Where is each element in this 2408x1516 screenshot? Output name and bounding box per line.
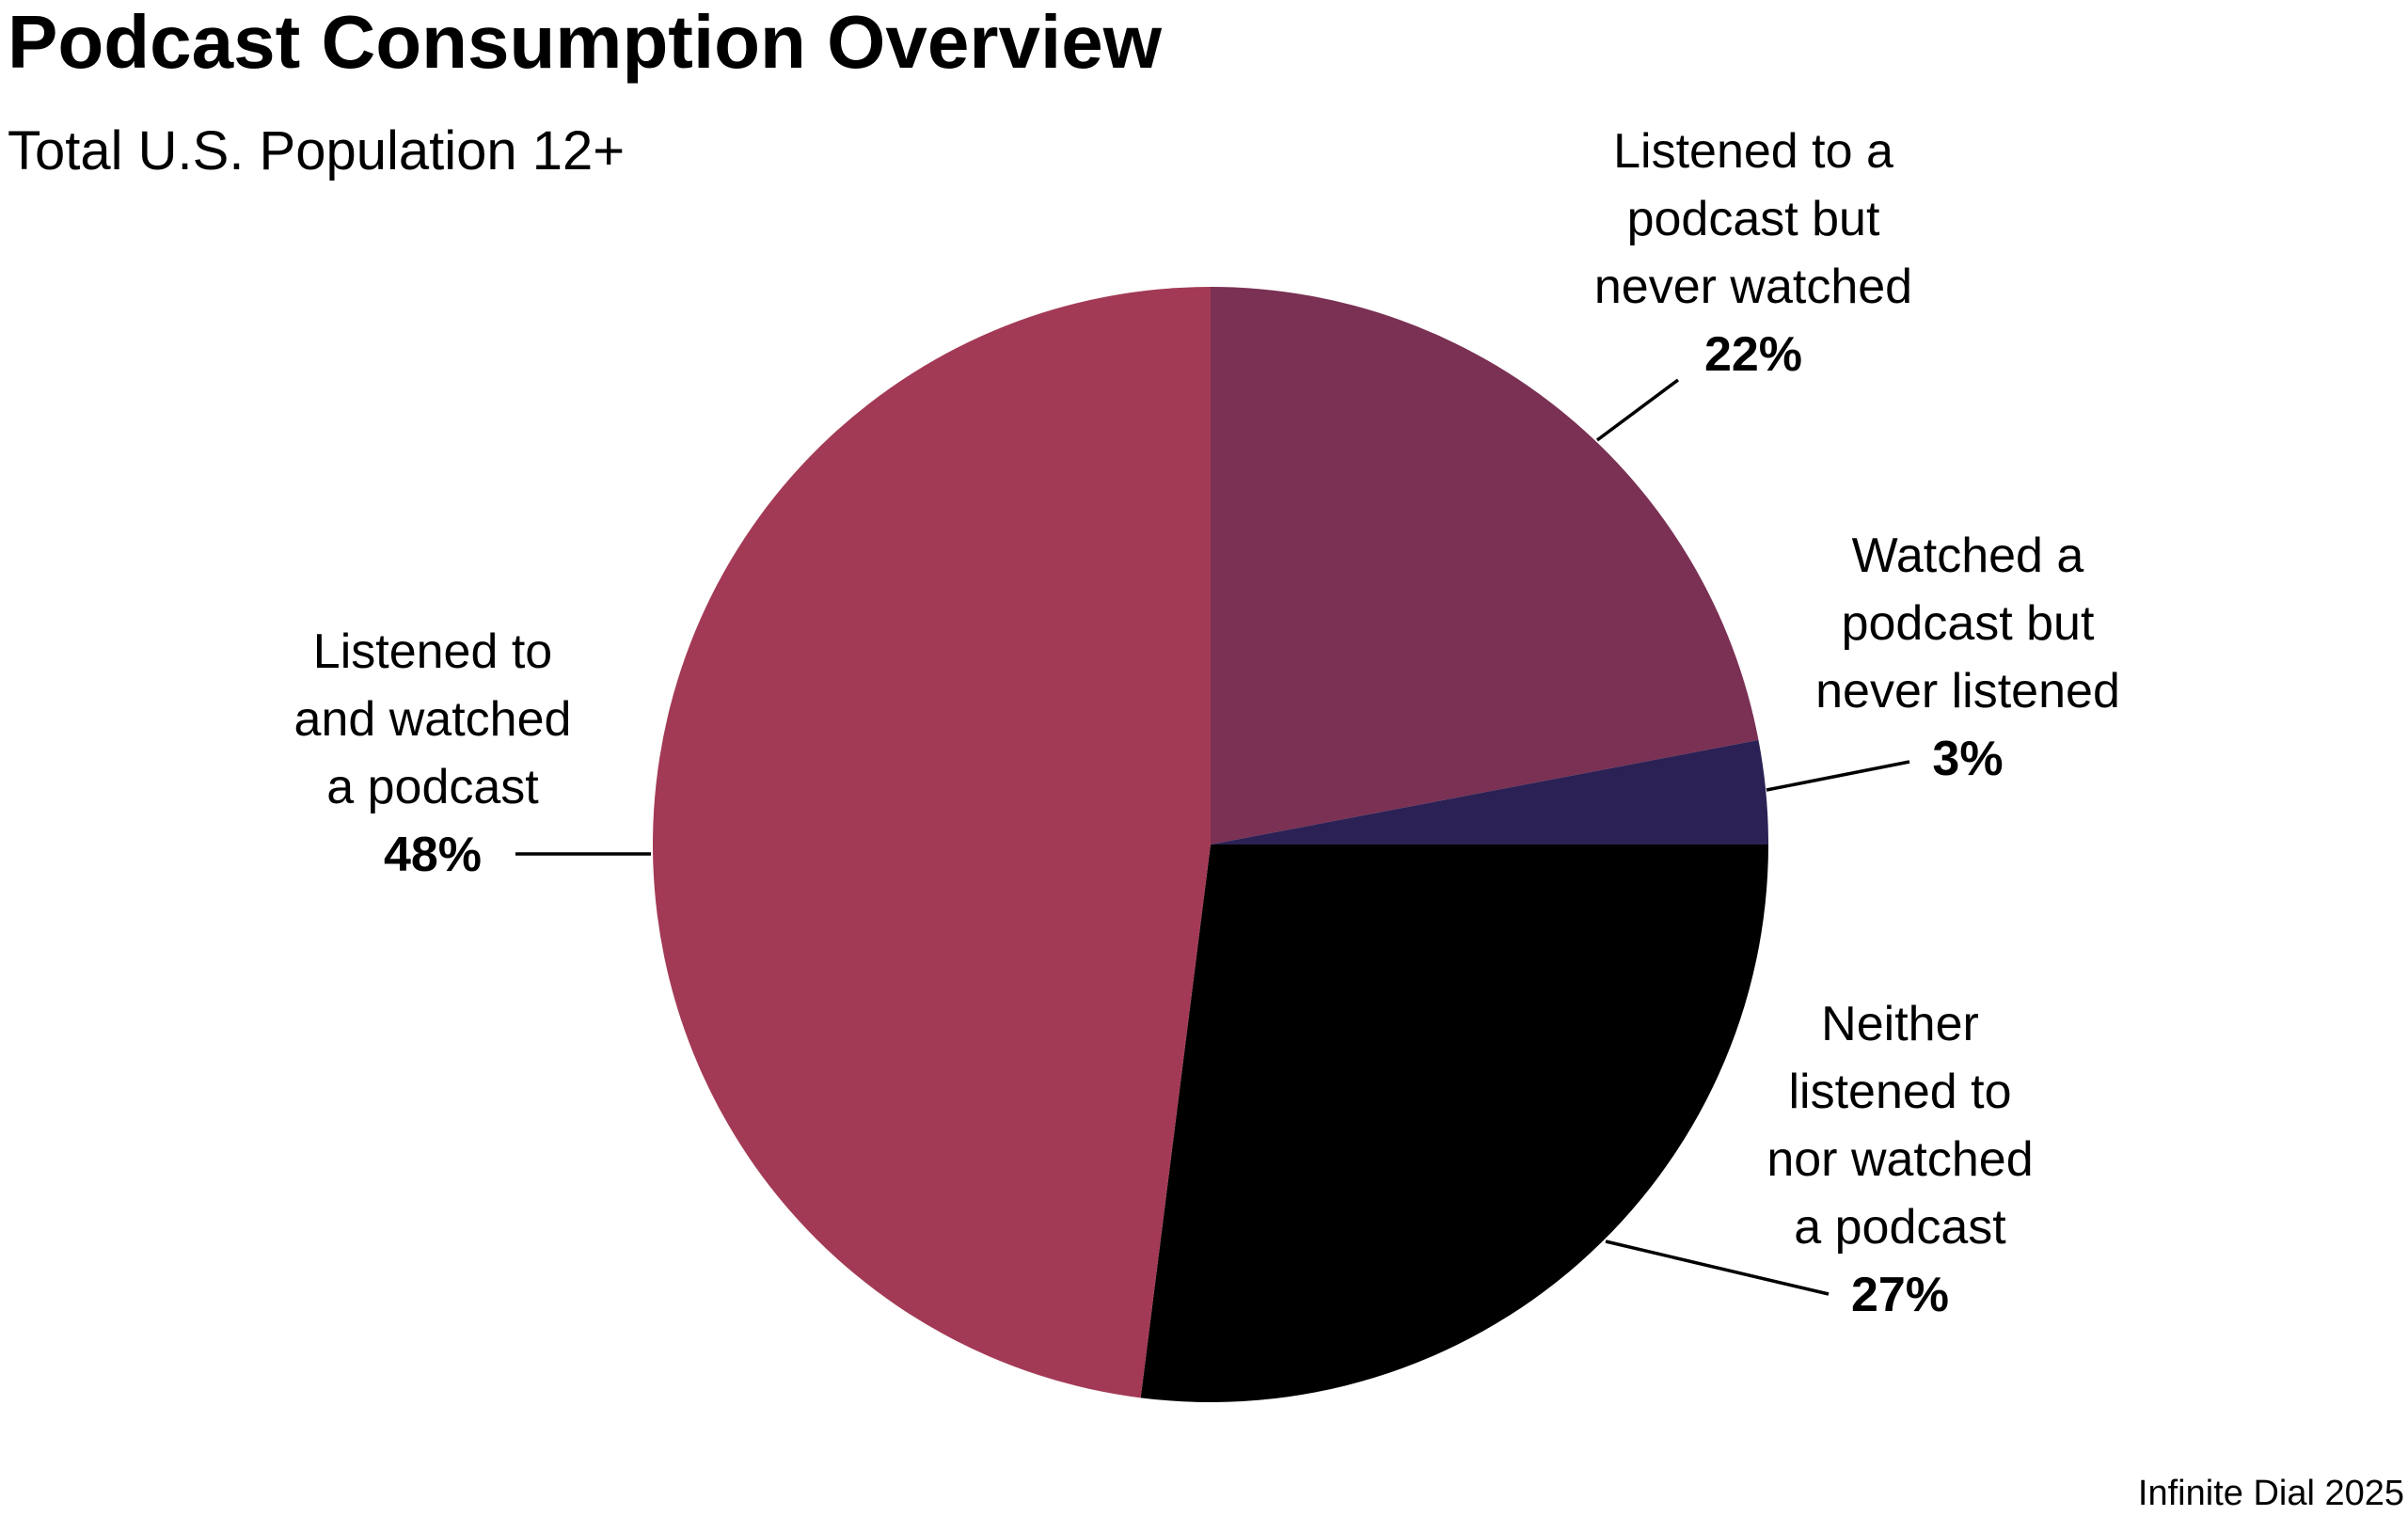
slice-label-line: never listened bbox=[1815, 664, 2120, 719]
slice-label-line: podcast but bbox=[1627, 192, 1880, 246]
chart-subtitle: Total U.S. Population 12+ bbox=[8, 120, 625, 182]
slice-label-line: nor watched bbox=[1766, 1132, 2033, 1187]
slice-value-label: 22% bbox=[1704, 327, 1802, 382]
pie-slice-4 bbox=[653, 287, 1211, 1398]
slice-label-line: never watched bbox=[1594, 260, 1912, 314]
chart-title: Podcast Consumption Overview bbox=[8, 0, 1163, 84]
pie-slice-1 bbox=[1211, 287, 1759, 845]
slice-value-label: 27% bbox=[1851, 1268, 1949, 1322]
slice-label-line: Listened to a bbox=[1613, 124, 1893, 179]
chart-source: Infinite Dial 2025 bbox=[2138, 1474, 2404, 1513]
slice-label-line: Listened to bbox=[313, 624, 552, 679]
pie-slice-3 bbox=[1140, 845, 1768, 1402]
pie-slice-2 bbox=[1211, 739, 1768, 845]
slice-label-line: a podcast bbox=[1794, 1200, 2006, 1255]
leader-lines bbox=[515, 378, 1910, 1296]
leader-line-1 bbox=[1595, 378, 1680, 442]
slice-labels: Listened to a podcast but never watched 22%… bbox=[294, 124, 2120, 1322]
slice-value-label: 3% bbox=[1932, 732, 2003, 786]
slice-value-label: 48% bbox=[384, 828, 482, 882]
slice-label-4: Listened to and watched a podcast 48% bbox=[294, 624, 572, 882]
slice-label-line: podcast but bbox=[1842, 596, 2095, 651]
slice-label-line: Neither bbox=[1821, 997, 1979, 1051]
slice-label-2: Watched a podcast but never listened 3% bbox=[1815, 529, 2120, 786]
leader-line-2 bbox=[1766, 760, 1910, 792]
slice-label-line: a podcast bbox=[326, 760, 539, 814]
slice-label-line: listened to bbox=[1788, 1065, 2011, 1119]
leader-line-3 bbox=[1605, 1240, 1830, 1296]
slice-label-line: and watched bbox=[294, 692, 572, 747]
slice-label-3: Neither listened to nor watched a podcast 27… bbox=[1766, 997, 2033, 1322]
slice-label-1: Listened to a podcast but never watched 22% bbox=[1594, 124, 1912, 382]
slice-label-line: Watched a bbox=[1852, 529, 2084, 583]
pie-slices bbox=[653, 287, 1768, 1402]
